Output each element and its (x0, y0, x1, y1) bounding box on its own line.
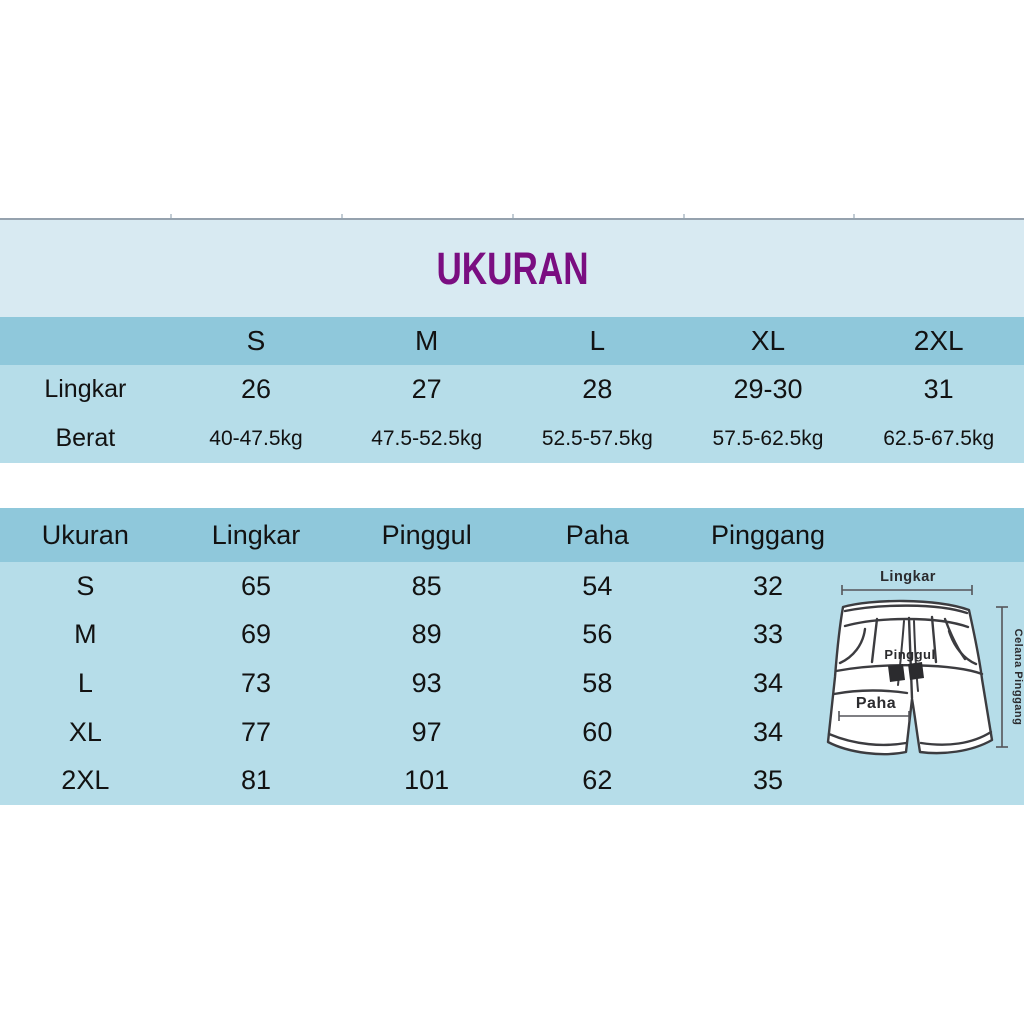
cell-value: 57.5-62.5kg (712, 426, 824, 450)
diagram-paha-label: Paha (856, 695, 896, 712)
table-row-lingkar: Lingkar 26 27 28 29-30 31 (0, 365, 1024, 414)
row-label: Lingkar (44, 375, 127, 403)
cell-value: 58 (582, 667, 613, 698)
paha-measure-line (838, 711, 910, 721)
cell-value: 56 (582, 619, 613, 650)
column-header-pinggul: Pinggul (381, 519, 472, 550)
cell-value: 101 (404, 765, 450, 796)
divider-tick (512, 214, 514, 218)
size-label: S (76, 570, 95, 601)
size-label: L (77, 667, 93, 698)
cell-value: 47.5-52.5kg (371, 426, 483, 450)
lingkar-measure-line (841, 585, 973, 595)
length-measure-line (996, 606, 1008, 748)
diagram-pinggul-label: Pinggul (884, 647, 935, 662)
measurement-table-header: Ukuran Lingkar Pinggul Paha Pinggang (0, 508, 1024, 562)
cell-value: 81 (240, 765, 272, 796)
title-band: UKURAN (0, 220, 1024, 317)
cell-value: 34 (752, 716, 784, 747)
page-title: UKURAN (435, 242, 589, 294)
table-row-xl: XL 77 97 60 34 (0, 708, 1024, 757)
column-header-m: M (415, 325, 439, 356)
table-row-l: L 73 93 58 34 (0, 659, 1024, 708)
table-row-berat: Berat 40-47.5kg 47.5-52.5kg 52.5-57.5kg … (0, 414, 1024, 463)
cell-value: 28 (582, 374, 613, 404)
cell-value: 60 (582, 716, 613, 747)
size-weight-table-body: Lingkar 26 27 28 29-30 31 Berat 40-47.5k… (0, 365, 1024, 463)
shorts-measurement-diagram: Lingkar (815, 555, 1024, 795)
divider-tick (853, 214, 855, 218)
cell-value: 85 (411, 570, 442, 601)
column-header-pinggang: Pinggang (710, 519, 826, 550)
shorts-diagram-svg: Lingkar (826, 569, 1024, 756)
diagram-side-label: Celana Pinggang (1012, 629, 1024, 726)
cell-value: 89 (411, 619, 442, 650)
table-row-2xl: 2XL 81 101 62 35 (0, 756, 1024, 805)
cell-value: 35 (752, 765, 784, 796)
column-header-l: L (589, 325, 606, 356)
diagram-lingkar-label: Lingkar (880, 569, 936, 585)
column-header-paha: Paha (565, 519, 629, 550)
cell-value: 62 (582, 765, 613, 796)
cell-value: 73 (240, 667, 272, 698)
cell-value: 52.5-57.5kg (541, 426, 653, 450)
cell-value: 65 (240, 570, 272, 601)
cell-value: 26 (240, 374, 272, 404)
size-weight-table-header: S M L XL 2XL (0, 317, 1024, 365)
cell-value: 32 (752, 570, 784, 601)
column-header-s: S (246, 325, 266, 356)
size-label: 2XL (61, 765, 110, 796)
column-header-2xl: 2XL (913, 325, 964, 356)
cell-value: 54 (582, 570, 613, 601)
divider-tick (683, 214, 685, 218)
cell-value: 33 (752, 619, 784, 650)
divider-tick (341, 214, 343, 218)
cell-value: 77 (240, 716, 272, 747)
cell-value: 40-47.5kg (209, 426, 303, 450)
column-header-lingkar: Lingkar (211, 519, 301, 550)
cell-value: 93 (411, 667, 442, 698)
top-divider-line (0, 218, 1024, 220)
measurement-table-body: S 65 85 54 32 M 69 89 56 33 L 73 93 58 3… (0, 562, 1024, 805)
table-row-s: S 65 85 54 32 (0, 562, 1024, 611)
table-row-m: M 69 89 56 33 (0, 611, 1024, 660)
divider-tick (170, 214, 172, 218)
row-label: Berat (55, 424, 116, 452)
cell-value: 31 (923, 374, 954, 404)
cell-value: 97 (411, 716, 442, 747)
size-label: XL (68, 716, 102, 747)
column-header-ukuran: Ukuran (41, 519, 129, 550)
cell-value: 27 (411, 374, 442, 404)
cell-value: 62.5-67.5kg (883, 426, 995, 450)
size-label: M (74, 619, 97, 650)
column-header-xl: XL (750, 325, 786, 356)
cell-value: 34 (752, 667, 784, 698)
cell-value: 29-30 (733, 374, 803, 404)
cell-value: 69 (240, 619, 272, 650)
shorts-logo-patch (888, 662, 924, 682)
